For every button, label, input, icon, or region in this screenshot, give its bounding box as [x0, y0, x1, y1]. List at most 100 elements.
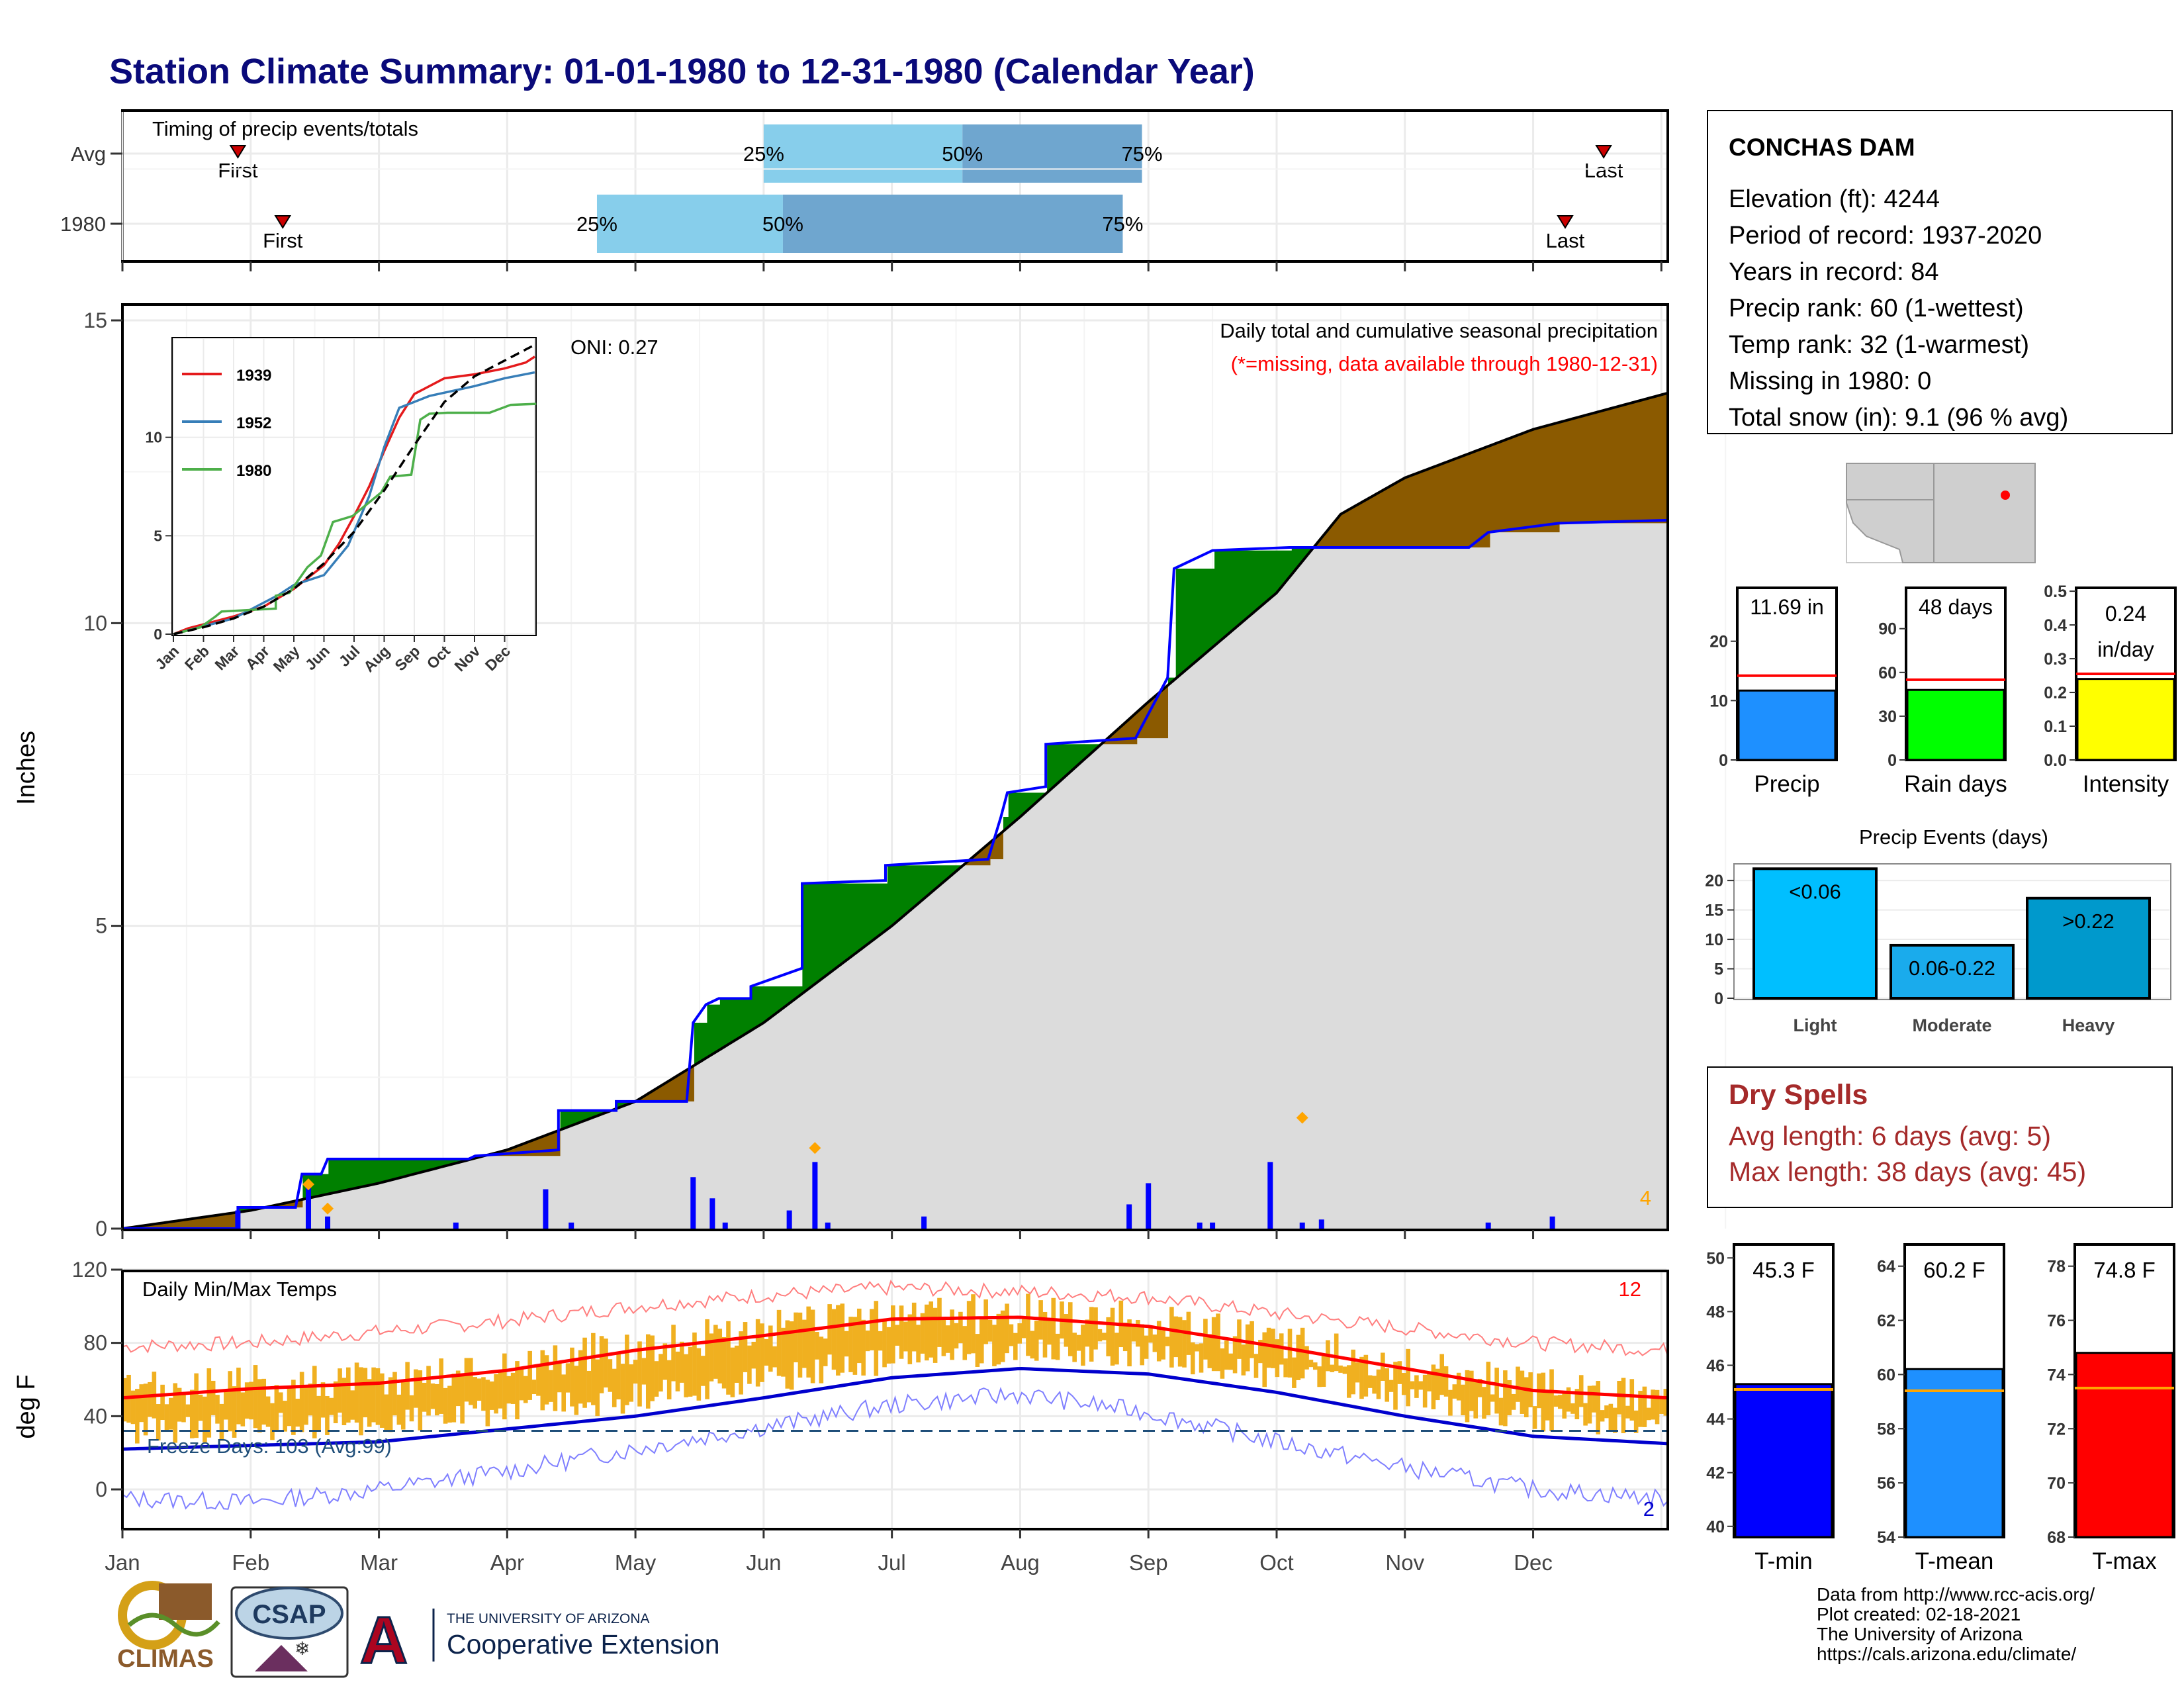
timing-row-label: 1980: [60, 212, 106, 236]
precip-corner-value: 4: [1640, 1186, 1651, 1209]
dry-spells-title: Dry Spells: [1729, 1079, 1868, 1111]
timing-q50-q75-bar: [962, 124, 1142, 183]
events-tick-label: 5: [1714, 961, 1723, 979]
daily-temp-range-bar: [802, 1319, 807, 1368]
daily-temp-range-bar: [1583, 1403, 1588, 1426]
daily-temp-range-bar: [1076, 1335, 1081, 1351]
daily-temp-range-bar: [1562, 1392, 1567, 1419]
daily-temp-range-bar: [1026, 1293, 1030, 1356]
daily-temp-range-bar: [1486, 1362, 1491, 1415]
daily-temp-range-bar: [1190, 1342, 1195, 1375]
daily-temp-range-bar: [1081, 1325, 1085, 1366]
station-location-dot: [2001, 491, 2010, 500]
daily-temp-range-bar: [240, 1392, 246, 1427]
daily-temp-range-bar: [1566, 1387, 1571, 1412]
daily-temp-range-bar: [1055, 1333, 1060, 1360]
daily-temp-range-bar: [544, 1355, 549, 1405]
precip-events-title: Precip Events (days): [1859, 825, 2048, 849]
daily-temp-range-bar: [992, 1325, 997, 1366]
daily-temp-range-bar: [320, 1382, 326, 1418]
daily-temp-range-bar: [371, 1367, 376, 1423]
temp-summary-tick-label: 62: [1877, 1312, 1895, 1331]
timing-q25-q50-bar: [763, 124, 963, 183]
temp-summary-value-label: 60.2 F: [1923, 1258, 1985, 1282]
credit-line: Data from http://www.rcc-acis.org/: [1817, 1584, 2095, 1605]
csap-logo: CSAP ❄: [230, 1586, 349, 1678]
daily-temp-range-bar: [1422, 1374, 1428, 1408]
arizona-a-icon: A: [360, 1603, 408, 1677]
daily-temp-range-bar: [768, 1325, 773, 1372]
inset-series-line: [173, 402, 537, 635]
daily-precip-bar: [1299, 1222, 1305, 1229]
daily-precip-bar: [1485, 1222, 1491, 1229]
daily-temp-range-bar: [1253, 1354, 1259, 1378]
summary-bar-tick-label: 10: [1709, 692, 1728, 710]
summary-bar-label: Intensity: [2083, 771, 2169, 797]
temp-summary-label: T-mean: [1915, 1548, 1994, 1574]
daily-precip-bar: [1267, 1162, 1273, 1229]
precip-y-tick-label: 15: [83, 308, 107, 332]
daily-temp-range-bar: [1507, 1380, 1512, 1415]
daily-temp-range-bar: [1144, 1335, 1149, 1359]
daily-temp-range-bar: [1596, 1381, 1601, 1434]
daily-temp-range-bar: [384, 1394, 389, 1432]
daily-temp-range-bar: [684, 1354, 689, 1397]
daily-temp-range-bar: [625, 1335, 629, 1405]
temp-summary-tick-label: 48: [1706, 1303, 1725, 1321]
daily-temp-range-bar: [1410, 1381, 1415, 1389]
daily-precip-bar: [325, 1216, 331, 1229]
daily-temp-range-bar: [810, 1309, 815, 1383]
daily-temp-range-bar: [616, 1353, 621, 1399]
daily-temp-range-bar: [549, 1370, 553, 1402]
station-info-line: Period of record: 1937-2020: [1729, 222, 2042, 250]
precip-event-bar-label: >0.22: [2062, 910, 2114, 933]
daily-temp-range-bar: [903, 1321, 908, 1352]
daily-temp-range-bar: [852, 1317, 858, 1375]
daily-temp-range-bar: [1330, 1364, 1335, 1372]
daily-temp-range-bar: [920, 1313, 925, 1354]
daily-temp-range-bar: [1034, 1321, 1039, 1361]
oni-value: ONI: 0.27: [570, 336, 659, 359]
daily-temp-range-bar: [1503, 1370, 1508, 1427]
daily-temp-range-bar: [169, 1397, 173, 1430]
dry-spells-avg: Avg length: 6 days (avg: 5): [1729, 1121, 2051, 1151]
last-event-label: Last: [1584, 159, 1623, 182]
daily-temp-range-bar: [1532, 1406, 1537, 1429]
daily-temp-range-bar: [1494, 1368, 1499, 1414]
month-label: Oct: [1259, 1550, 1293, 1575]
daily-temp-range-bar: [1587, 1385, 1592, 1424]
temp-summary-tick-label: 56: [1877, 1474, 1895, 1493]
daily-temp-range-bar: [856, 1308, 862, 1364]
daily-temp-range-bar: [941, 1319, 946, 1356]
daily-temp-range-bar: [1245, 1324, 1250, 1372]
daily-temp-range-bar: [1461, 1384, 1465, 1415]
daily-temp-range-bar: [1443, 1366, 1449, 1397]
daily-temp-range-bar: [645, 1334, 651, 1409]
daily-temp-range-bar: [1549, 1369, 1554, 1431]
station-info-line: Elevation (ft): 4244: [1729, 185, 1940, 213]
daily-temp-range-bar: [1216, 1313, 1220, 1372]
daily-temp-range-bar: [354, 1362, 359, 1423]
station-info-line: Missing in 1980: 0: [1729, 367, 1931, 395]
daily-temp-range-bar: [1152, 1335, 1158, 1352]
summary-bar-unit-label: in/day: [2097, 637, 2154, 661]
temp-summary-value-bar: [1905, 1368, 2004, 1538]
daily-temp-range-bar: [979, 1319, 984, 1364]
temp-panel-label: Daily Min/Max Temps: [142, 1278, 337, 1301]
daily-temp-range-bar: [422, 1382, 427, 1412]
daily-temp-range-bar: [1435, 1368, 1440, 1401]
csap-cloud-icon: [235, 1587, 343, 1640]
daily-temp-range-bar: [1477, 1378, 1482, 1397]
daily-temp-range-bar: [641, 1358, 647, 1385]
daily-temp-range-bar: [781, 1327, 786, 1377]
daily-temp-range-bar: [130, 1390, 136, 1425]
daily-temp-range-bar: [299, 1372, 304, 1432]
daily-temp-range-bar: [1009, 1324, 1014, 1346]
csap-logo-text: CSAP: [252, 1600, 326, 1629]
daily-temp-range-bar: [253, 1365, 258, 1429]
daily-temp-range-bar: [219, 1403, 224, 1441]
daily-temp-range-bar: [1161, 1330, 1165, 1360]
month-label: Sep: [1129, 1550, 1168, 1575]
daily-temp-range-bar: [553, 1345, 558, 1411]
daily-temp-range-bar: [194, 1373, 199, 1438]
